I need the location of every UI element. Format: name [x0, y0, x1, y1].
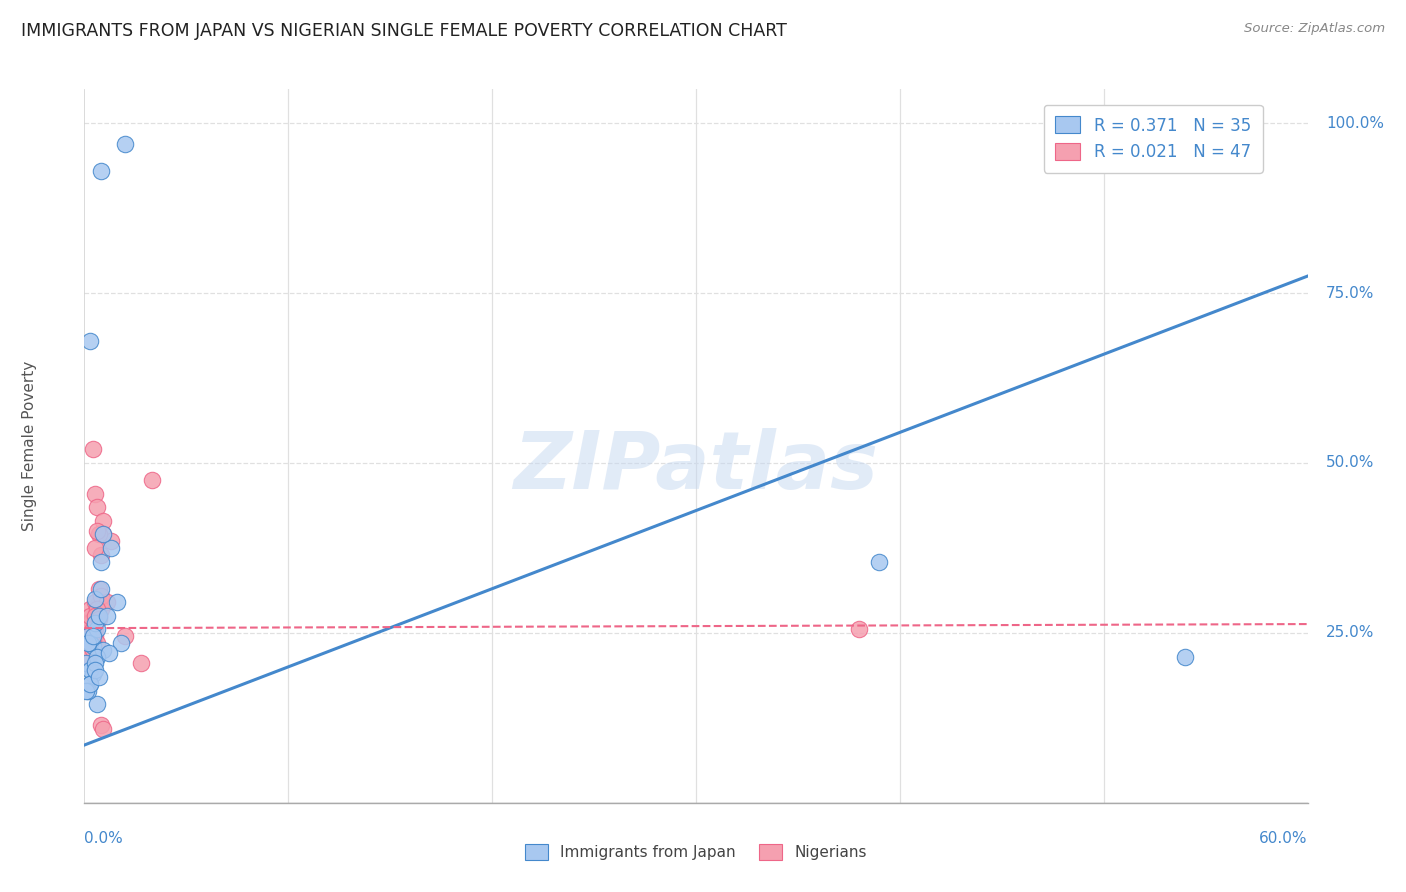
- Text: ZIPatlas: ZIPatlas: [513, 428, 879, 507]
- Point: [86, 602, 108, 616]
- Point: [105, 595, 128, 609]
- Point: [79, 636, 101, 650]
- Point: [83, 615, 105, 630]
- Point: [90, 555, 112, 569]
- Point: [86, 500, 108, 515]
- Point: [77, 629, 100, 643]
- Point: [83, 608, 105, 623]
- Point: [90, 602, 112, 616]
- Point: [82, 643, 104, 657]
- Point: [83, 623, 105, 637]
- Point: [90, 163, 112, 178]
- Point: [79, 663, 101, 677]
- Point: [86, 524, 108, 538]
- Point: [82, 442, 104, 457]
- Point: [77, 636, 100, 650]
- Point: [86, 698, 108, 712]
- Point: [83, 541, 105, 555]
- Point: [96, 608, 118, 623]
- Point: [83, 486, 105, 500]
- Point: [75, 657, 97, 671]
- Point: [114, 136, 136, 151]
- Point: [77, 683, 100, 698]
- Point: [1174, 649, 1197, 664]
- Point: [114, 629, 136, 643]
- Point: [86, 636, 108, 650]
- Point: [91, 527, 114, 541]
- Text: 100.0%: 100.0%: [1326, 116, 1384, 131]
- Point: [91, 527, 114, 541]
- Point: [83, 608, 105, 623]
- Point: [131, 657, 153, 671]
- Point: [79, 608, 101, 623]
- Point: [83, 591, 105, 606]
- Text: 60.0%: 60.0%: [1260, 831, 1308, 847]
- Point: [82, 629, 104, 643]
- Point: [91, 514, 114, 528]
- Point: [87, 612, 110, 626]
- Point: [83, 629, 105, 643]
- Point: [90, 548, 112, 562]
- Point: [82, 629, 104, 643]
- Point: [87, 582, 110, 596]
- Point: [82, 623, 104, 637]
- Point: [90, 717, 112, 731]
- Point: [86, 608, 108, 623]
- Text: 25.0%: 25.0%: [1326, 625, 1374, 640]
- Text: 0.0%: 0.0%: [84, 831, 124, 847]
- Point: [869, 555, 891, 569]
- Point: [82, 623, 104, 637]
- Point: [77, 615, 100, 630]
- Point: [83, 595, 105, 609]
- Point: [87, 595, 110, 609]
- Point: [82, 629, 104, 643]
- Point: [96, 595, 118, 609]
- Point: [79, 677, 101, 691]
- Point: [82, 666, 104, 681]
- Point: [79, 636, 101, 650]
- Point: [97, 646, 120, 660]
- Text: Source: ZipAtlas.com: Source: ZipAtlas.com: [1244, 22, 1385, 36]
- Point: [79, 334, 101, 348]
- Text: IMMIGRANTS FROM JAPAN VS NIGERIAN SINGLE FEMALE POVERTY CORRELATION CHART: IMMIGRANTS FROM JAPAN VS NIGERIAN SINGLE…: [21, 22, 787, 40]
- Point: [83, 657, 105, 671]
- Point: [79, 677, 101, 691]
- Point: [100, 534, 122, 549]
- Text: Single Female Poverty: Single Female Poverty: [22, 361, 37, 531]
- Point: [77, 649, 100, 664]
- Point: [86, 623, 108, 637]
- Point: [75, 683, 97, 698]
- Point: [82, 643, 104, 657]
- Point: [141, 473, 163, 487]
- Text: 50.0%: 50.0%: [1326, 456, 1374, 470]
- Point: [90, 582, 112, 596]
- Point: [82, 636, 104, 650]
- Point: [87, 670, 110, 684]
- Point: [79, 636, 101, 650]
- Point: [86, 602, 108, 616]
- Point: [83, 663, 105, 677]
- Point: [87, 608, 110, 623]
- Point: [79, 615, 101, 630]
- Point: [100, 541, 122, 555]
- Point: [87, 608, 110, 623]
- Point: [79, 615, 101, 630]
- Point: [848, 623, 870, 637]
- Legend: Immigrants from Japan, Nigerians: Immigrants from Japan, Nigerians: [519, 838, 873, 866]
- Point: [91, 643, 114, 657]
- Point: [91, 723, 114, 737]
- Point: [90, 589, 112, 603]
- Point: [110, 636, 132, 650]
- Point: [79, 602, 101, 616]
- Point: [87, 527, 110, 541]
- Point: [82, 640, 104, 654]
- Point: [86, 649, 108, 664]
- Text: 75.0%: 75.0%: [1326, 285, 1374, 301]
